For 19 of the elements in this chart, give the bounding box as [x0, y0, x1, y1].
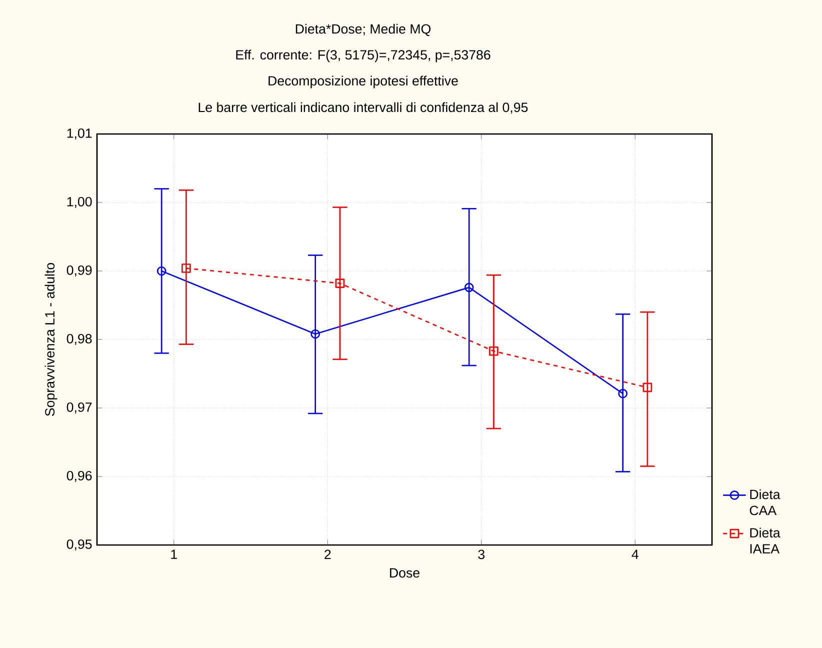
- y-tick-label: 1,00: [67, 196, 92, 208]
- chart-title: Dieta*Dose; Medie MQ: [296, 24, 431, 36]
- y-axis-title: Sopravvivenza L1 - adulto: [44, 262, 58, 416]
- y-tick-label: 0,98: [66, 334, 92, 346]
- y-tick-label: 0,97: [66, 402, 92, 414]
- y-tick-label: 1,01: [67, 128, 92, 140]
- y-tick-label: 0,95: [66, 539, 92, 551]
- chart-subtitle: Eff. corrente: F(3, 5175)=,72345, p=,53786: [236, 50, 490, 62]
- text: Decomposizione ipotesi effettive: [268, 76, 458, 88]
- legend-label: Dieta CAA: [750, 489, 780, 516]
- x-tick-label: 3: [478, 550, 485, 560]
- text: Le barre verticali indicano intervalli di confidenza al 0,95: [198, 102, 528, 114]
- x-tick-label: 1: [171, 550, 177, 559]
- y-tick-label: 0,96: [66, 470, 92, 482]
- x-tick-label: 2: [324, 550, 331, 560]
- x-tick-label: 4: [632, 550, 638, 559]
- y-tick-label: 0,99: [66, 265, 92, 277]
- legend-label: Dieta IAEA: [750, 528, 780, 554]
- x-axis-title: Dose: [390, 568, 420, 578]
